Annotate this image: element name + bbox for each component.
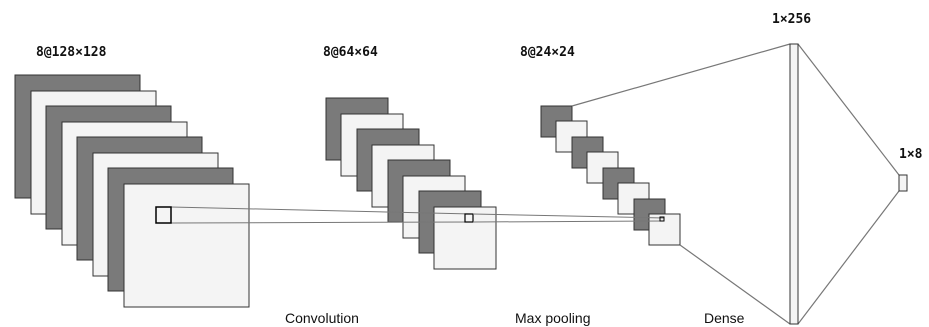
input-feature-map-stack bbox=[14, 74, 250, 308]
pool-output-cell bbox=[659, 216, 665, 222]
conv-output-cell bbox=[464, 213, 474, 223]
label-conv-output-dimensions: 8@64×64 bbox=[323, 45, 378, 60]
label-input-dimensions: 8@128×128 bbox=[36, 45, 107, 60]
conv-feature-map-stack bbox=[325, 97, 497, 270]
label-dense-dimensions: 1×256 bbox=[772, 12, 811, 27]
label-max-pooling: Max pooling bbox=[515, 310, 591, 326]
convolution-connectors bbox=[155, 206, 474, 224]
dense-connector-line bbox=[571, 43, 791, 107]
pooling-connectors bbox=[472, 213, 665, 223]
label-convolution: Convolution bbox=[285, 310, 359, 326]
output-connector-line bbox=[797, 190, 900, 325]
label-output-dimensions: 1×8 bbox=[899, 147, 923, 162]
conv-connector-line bbox=[170, 206, 473, 215]
label-dense: Dense bbox=[704, 310, 745, 326]
input-feature-map bbox=[123, 183, 250, 308]
pool-feature-map-stack bbox=[540, 105, 681, 246]
pool-connector-line bbox=[472, 220, 665, 223]
dense-vector bbox=[789, 43, 799, 325]
label-pool-output-dimensions: 8@24×24 bbox=[520, 45, 575, 60]
dense-connector-line bbox=[679, 244, 791, 325]
conv-kernel-window bbox=[155, 206, 172, 224]
conv-connector-line bbox=[170, 221, 473, 224]
dense-connectors bbox=[571, 43, 900, 325]
output-vector bbox=[898, 174, 908, 192]
pool-connector-line bbox=[472, 213, 665, 219]
output-connector-line bbox=[797, 43, 900, 176]
